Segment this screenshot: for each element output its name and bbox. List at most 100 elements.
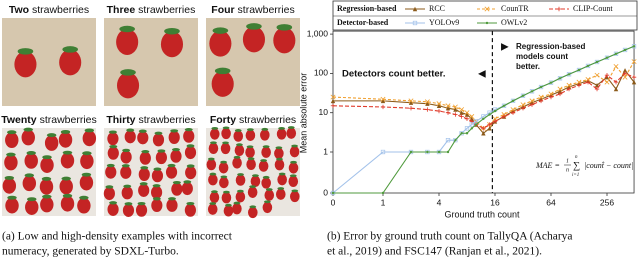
strawberry (59, 178, 73, 195)
strawberry (5, 197, 19, 214)
strawberry (245, 129, 256, 141)
x-axis-title: Ground truth count (444, 209, 520, 219)
strawberry (79, 174, 94, 191)
strawberry (80, 153, 94, 170)
leaf (209, 172, 217, 176)
marker (487, 126, 492, 131)
leaf (183, 180, 192, 184)
marker (548, 91, 554, 97)
leaf (246, 23, 262, 30)
leaf (249, 185, 257, 189)
marker (445, 106, 451, 111)
leaf (278, 172, 286, 176)
strawberry (107, 132, 119, 146)
example-number: Twenty (1, 114, 37, 126)
strawberry (242, 26, 265, 53)
strawberry (274, 147, 284, 160)
strawberry (261, 146, 271, 158)
marker (437, 150, 441, 154)
leaf (289, 174, 297, 178)
leaf (82, 151, 92, 156)
marker (459, 114, 464, 119)
series-line (332, 72, 635, 129)
strawberry (184, 145, 197, 160)
strawberry (107, 202, 119, 216)
marker (445, 103, 451, 109)
strawberry (261, 177, 271, 189)
strawberry (209, 128, 220, 140)
example-label: Four strawberries (211, 4, 294, 16)
marker (469, 116, 474, 121)
marker (576, 83, 582, 88)
leaf (126, 128, 135, 132)
strawberry (121, 186, 133, 200)
marker (381, 191, 385, 195)
leaf (62, 150, 73, 155)
marker (585, 63, 591, 69)
leaf (275, 146, 283, 150)
strawberry (116, 28, 139, 55)
leaf (247, 128, 254, 132)
marker (445, 110, 451, 115)
marker (557, 89, 563, 94)
y-tick-label: 0 (323, 187, 328, 197)
formula-lower: i=1 (572, 173, 579, 178)
example-noun: strawberries (138, 4, 195, 16)
marker (586, 64, 590, 68)
leaf (139, 182, 148, 186)
example-number: Forty (210, 114, 236, 126)
marker (380, 104, 386, 110)
x-tick-label: 4 (437, 197, 442, 207)
legend-group: Detector-based (337, 18, 389, 27)
marker (412, 20, 418, 26)
strawberry (116, 72, 140, 99)
marker (594, 59, 600, 65)
marker (459, 110, 464, 115)
leaf (120, 69, 136, 76)
leaf (23, 127, 33, 132)
marker (520, 106, 526, 111)
strawberry (183, 129, 195, 143)
strawberry (219, 176, 229, 189)
series-line (332, 61, 635, 130)
x-tick-label: 256 (600, 197, 614, 207)
formula-num: 1 (566, 158, 569, 164)
marker (632, 45, 636, 48)
strawberry (207, 203, 218, 215)
leaf (276, 24, 293, 31)
marker (408, 98, 414, 104)
leaf (109, 201, 118, 205)
marker (557, 91, 563, 97)
marker (604, 55, 610, 60)
leaf (234, 129, 242, 132)
leaf (138, 129, 147, 133)
strawberry (273, 27, 296, 54)
marker (613, 86, 619, 92)
strawberry (245, 146, 255, 159)
marker (470, 127, 473, 130)
leaf (211, 127, 219, 130)
marker (538, 98, 544, 104)
marker (510, 110, 516, 115)
marker (604, 79, 610, 85)
leaf (6, 152, 16, 157)
leaf (220, 160, 227, 164)
strawberry (220, 142, 231, 155)
legend-label: RCC (429, 4, 445, 13)
leaf (262, 175, 270, 179)
strawberry (152, 133, 165, 147)
strawberry (138, 167, 150, 181)
leaf (236, 143, 243, 147)
marker (482, 117, 485, 120)
annotation: better. (516, 62, 540, 71)
marker (558, 77, 562, 80)
marker (331, 191, 335, 195)
leaf (170, 129, 179, 133)
marker (408, 106, 414, 111)
strawberry (286, 127, 297, 139)
marker (613, 79, 619, 85)
marker (623, 48, 627, 52)
strawberry (60, 152, 75, 169)
leaf (214, 67, 231, 75)
